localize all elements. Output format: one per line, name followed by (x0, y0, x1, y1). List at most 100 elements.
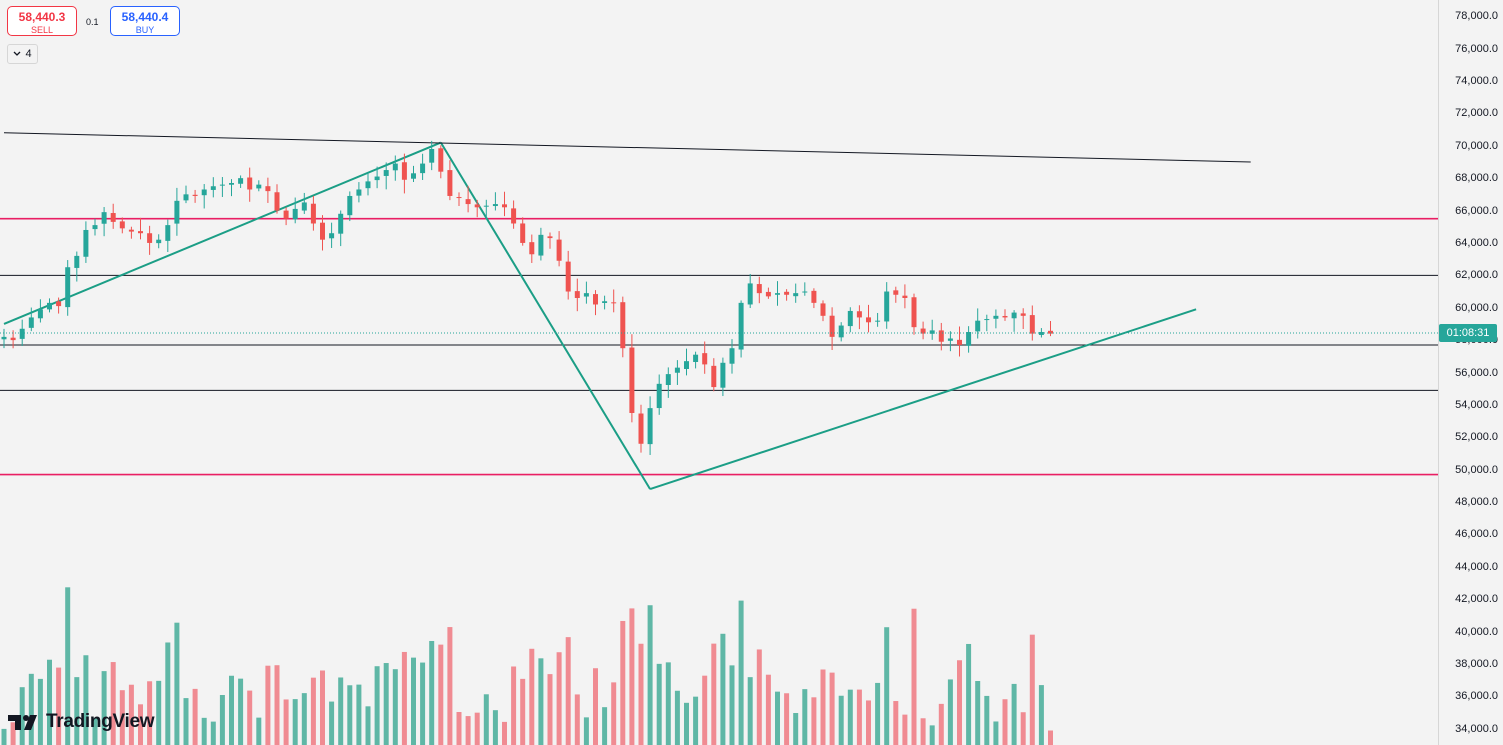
volume-bar (629, 608, 635, 745)
candle-body (256, 184, 262, 189)
price-tick-label: 50,000.0 (1455, 463, 1498, 476)
candle-body (456, 197, 462, 199)
volume-bar (966, 643, 972, 745)
candle-body (101, 212, 107, 224)
candle-body (593, 294, 598, 305)
sell-button[interactable]: 58,440.3 SELL (7, 6, 77, 36)
price-tick-label: 72,000.0 (1455, 107, 1498, 120)
candle-body (747, 283, 753, 305)
candle-body (538, 234, 544, 256)
volume-bar (483, 694, 489, 745)
volume-bar (329, 701, 335, 745)
indicators-toggle-button[interactable]: 4 (7, 44, 38, 64)
volume-bar (984, 695, 990, 745)
volume-bar (884, 627, 890, 745)
volume-bar (338, 677, 344, 745)
price-tick-label: 52,000.0 (1455, 431, 1498, 444)
price-tick-label: 76,000.0 (1455, 42, 1498, 55)
volume-bar (256, 717, 262, 745)
volume-bar (65, 587, 71, 745)
volume-bar (310, 677, 316, 745)
price-tick-label: 62,000.0 (1455, 269, 1498, 282)
candle-body (847, 310, 853, 327)
candle-body (775, 293, 780, 295)
volume-bar (229, 675, 234, 745)
candle-body (474, 204, 480, 208)
candle-body (665, 374, 671, 385)
volume-bar (292, 699, 298, 745)
volume-bar (702, 675, 708, 745)
volume-bar (556, 652, 562, 745)
volume-bar (10, 722, 16, 745)
price-tick-label: 38,000.0 (1455, 658, 1498, 671)
volume-bar (820, 669, 826, 745)
buy-button[interactable]: 58,440.4 BUY (110, 6, 180, 36)
candle-body (128, 229, 134, 232)
volume-bar (529, 648, 535, 745)
candle-body (975, 320, 981, 332)
volume-bar (147, 681, 153, 745)
price-tick-label: 60,000.0 (1455, 301, 1498, 314)
candle-body (183, 194, 189, 201)
volume-bar (684, 702, 689, 745)
candle-body (65, 267, 71, 308)
volume-bar (492, 710, 498, 745)
volume-bar (929, 725, 935, 745)
volume-bar (756, 649, 762, 745)
sell-label: SELL (30, 25, 54, 35)
volume-bar (110, 662, 116, 745)
candle-body (856, 311, 862, 318)
candlestick-chart[interactable] (0, 0, 1438, 745)
volume-bar (693, 696, 699, 745)
volume-bar (247, 690, 253, 745)
price-tick-label: 56,000.0 (1455, 366, 1498, 379)
candle-body (210, 186, 216, 190)
volume-bar (356, 684, 362, 745)
candle-body (147, 233, 153, 243)
candle-body (1038, 332, 1044, 335)
volume-bar (938, 703, 944, 745)
candle-body (438, 148, 444, 172)
candle-body (684, 361, 689, 369)
candle-body (984, 319, 990, 321)
volume-bar (156, 680, 162, 745)
candle-body (738, 302, 744, 350)
candle-body (802, 291, 808, 293)
candle-body (192, 194, 198, 196)
price-tick-label: 74,000.0 (1455, 74, 1498, 87)
volume-bar (802, 689, 808, 745)
candle-body (383, 170, 389, 176)
candle-body (119, 221, 125, 229)
volume-bar (383, 663, 389, 745)
candle-body (28, 317, 34, 328)
logo-text: TradingView (46, 711, 155, 732)
candle-body (283, 210, 289, 219)
candle-body (320, 222, 325, 240)
volume-bar (83, 655, 89, 745)
spread-value: 0.1 (86, 17, 99, 27)
volume-bar (210, 721, 216, 745)
candle-body (292, 208, 298, 220)
tradingview-logo: TradingView (8, 711, 155, 733)
candle-body (56, 301, 62, 307)
volume-bar (765, 674, 771, 745)
volume-bar (429, 640, 435, 745)
candle-body (411, 173, 416, 179)
volume-bar (283, 699, 289, 745)
volume-bar (219, 695, 225, 745)
volume-bar (174, 622, 180, 745)
volume-bar (738, 600, 744, 745)
candle-body (392, 163, 398, 171)
volume-bar (128, 684, 134, 745)
volume-bar (28, 673, 34, 745)
candle-body (947, 338, 953, 341)
volume-bar (392, 669, 398, 745)
price-tick-label: 42,000.0 (1455, 593, 1498, 606)
volume-bar (602, 707, 608, 745)
price-axis[interactable]: 78,000.0 76,000.0 74,000.0 72,000.0 70,000.0… (1438, 0, 1503, 745)
candle-body (920, 328, 926, 334)
trendline (3, 132, 1251, 163)
candle-body (884, 291, 890, 322)
price-tick-label: 78,000.0 (1455, 10, 1498, 23)
candle-body (602, 301, 608, 303)
